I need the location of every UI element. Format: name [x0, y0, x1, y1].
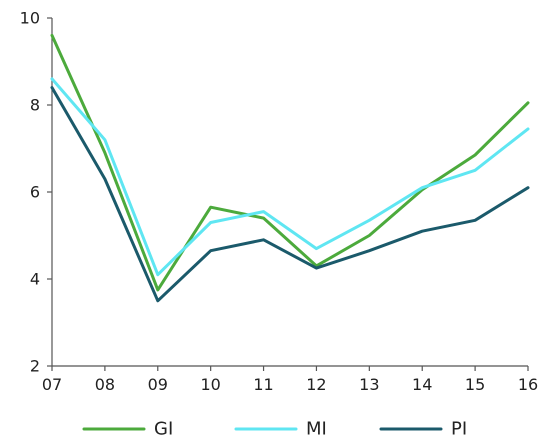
x-tick-label: 10 [200, 375, 220, 394]
x-tick-label: 08 [95, 375, 115, 394]
x-tick-label: 13 [359, 375, 379, 394]
y-axis-ticks: 2 4 6 8 10 [20, 9, 52, 376]
x-tick-label: 14 [412, 375, 432, 394]
chart-legend: GI MI PI [82, 419, 467, 440]
series-lines [50, 33, 530, 303]
legend-label-pi: PI [451, 419, 467, 440]
series-line-pi [50, 86, 530, 303]
x-tick-label: 11 [253, 375, 273, 394]
y-tick-label: 10 [20, 9, 40, 28]
x-axis-ticks: 07 08 09 10 11 12 13 14 15 16 [42, 366, 538, 394]
chart-axes [51, 18, 528, 367]
x-tick-label: 15 [465, 375, 485, 394]
x-tick-label: 07 [42, 375, 62, 394]
x-tick-label: 09 [148, 375, 168, 394]
legend-label-mi: MI [306, 419, 327, 440]
y-tick-label: 6 [30, 183, 40, 202]
x-tick-label: 12 [306, 375, 326, 394]
y-tick-label: 4 [30, 270, 40, 289]
y-tick-label: 8 [30, 96, 40, 115]
series-line-mi [50, 77, 530, 277]
y-tick-label: 2 [30, 357, 40, 376]
x-tick-label: 16 [518, 375, 538, 394]
series-line-gi [50, 33, 530, 292]
legend-label-gi: GI [154, 419, 173, 440]
